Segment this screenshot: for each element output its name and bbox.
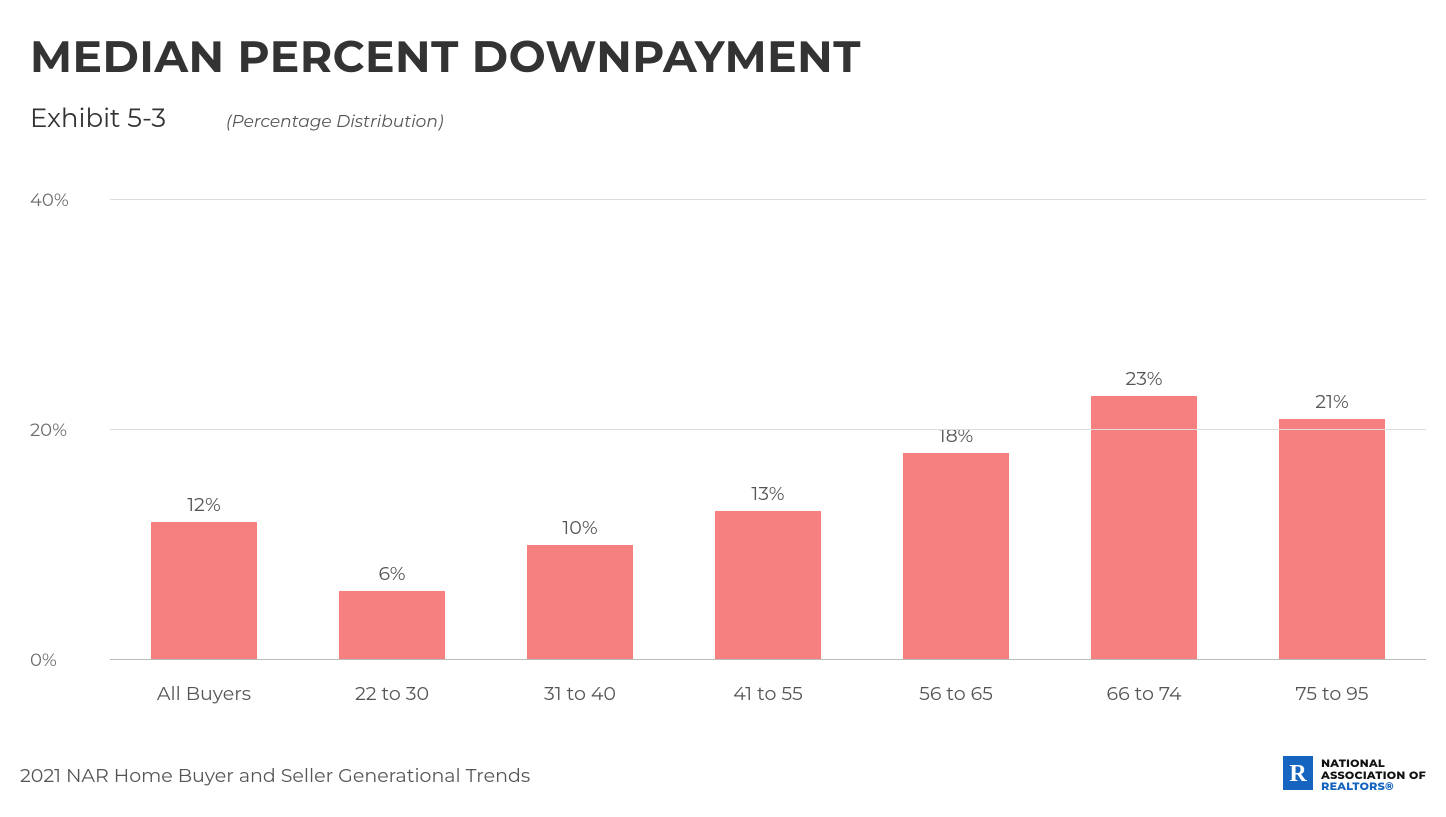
logo-text: NATIONAL ASSOCIATION OF REALTORS®	[1321, 758, 1426, 793]
bar-value-label: 13%	[751, 482, 784, 505]
x-tick-label: 66 to 74	[1050, 670, 1238, 710]
logo-reg: ®	[1385, 779, 1394, 793]
subtitle-row: Exhibit 5-3 (Percentage Distribution)	[30, 102, 1416, 134]
y-tick-label: 0%	[30, 649, 100, 671]
x-tick-label: 31 to 40	[486, 670, 674, 710]
y-tick-label: 20%	[30, 419, 100, 441]
footer: 2021 NAR Home Buyer and Seller Generatio…	[20, 756, 1426, 795]
x-tick-label: 22 to 30	[298, 670, 486, 710]
bar-column: 23%	[1050, 200, 1238, 660]
bar	[715, 511, 820, 661]
bar-value-label: 10%	[562, 516, 597, 539]
x-tick-label: 56 to 65	[862, 670, 1050, 710]
bar-value-label: 12%	[187, 493, 221, 516]
bar	[151, 522, 256, 660]
x-axis-baseline	[110, 659, 1426, 660]
bar-column: 18%	[862, 200, 1050, 660]
bar	[527, 545, 632, 660]
x-tick-label: 75 to 95	[1238, 670, 1426, 710]
bar	[1091, 396, 1196, 661]
bar-value-label: 23%	[1125, 367, 1162, 390]
subtitle-label: (Percentage Distribution)	[226, 112, 443, 132]
plot-area: 12% 6% 10% 13% 18% 23% 21%	[110, 200, 1426, 660]
nar-logo: R NATIONAL ASSOCIATION OF REALTORS®	[1283, 756, 1426, 795]
logo-brand: REALTORS	[1321, 779, 1385, 793]
bar-column: 21%	[1238, 200, 1426, 660]
y-tick-label: 40%	[30, 189, 100, 211]
chart: 12% 6% 10% 13% 18% 23% 21% All Buyers22 to 303…	[30, 180, 1426, 710]
bar	[1279, 419, 1384, 661]
footer-note: 2021 NAR Home Buyer and Seller Generatio…	[20, 764, 530, 787]
gridline	[110, 199, 1426, 200]
gridline	[110, 429, 1426, 430]
bar-column: 10%	[486, 200, 674, 660]
bar-value-label: 21%	[1315, 390, 1348, 413]
page: MEDIAN PERCENT DOWNPAYMENT Exhibit 5-3 (…	[0, 0, 1446, 817]
bar-column: 13%	[674, 200, 862, 660]
x-axis-labels: All Buyers22 to 3031 to 4041 to 5556 to …	[110, 670, 1426, 710]
svg-text:R: R	[1289, 761, 1307, 787]
x-tick-label: 41 to 55	[674, 670, 862, 710]
realtor-r-icon: R	[1283, 756, 1313, 795]
exhibit-label: Exhibit 5-3	[30, 102, 166, 134]
page-title: MEDIAN PERCENT DOWNPAYMENT	[30, 30, 1416, 84]
x-tick-label: All Buyers	[110, 670, 298, 710]
bar-column: 12%	[110, 200, 298, 660]
bar-column: 6%	[298, 200, 486, 660]
bar-value-label: 6%	[379, 562, 406, 585]
bar	[339, 591, 444, 660]
bars-container: 12% 6% 10% 13% 18% 23% 21%	[110, 200, 1426, 660]
bar-value-label: 18%	[939, 424, 974, 447]
bar	[903, 453, 1008, 660]
logo-line-3: REALTORS®	[1321, 781, 1426, 793]
